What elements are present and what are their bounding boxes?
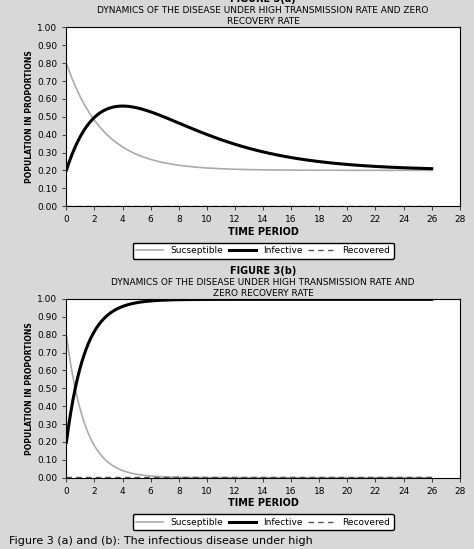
Legend: Sucseptible, Infective, Recovered: Sucseptible, Infective, Recovered xyxy=(133,514,393,530)
Y-axis label: POPULATION IN PROPORTIONS: POPULATION IN PROPORTIONS xyxy=(26,322,35,455)
Y-axis label: POPULATION IN PROPORTIONS: POPULATION IN PROPORTIONS xyxy=(26,51,35,183)
X-axis label: TIME PERIOD: TIME PERIOD xyxy=(228,227,299,237)
Text: FIGURE 3(b): FIGURE 3(b) xyxy=(230,266,296,276)
Legend: Sucseptible, Infective, Recovered: Sucseptible, Infective, Recovered xyxy=(133,243,393,259)
Text: DYNAMICS OF THE DISEASE UNDER HIGH TRANSMISSION RATE AND ZERO
RECOVERY RATE: DYNAMICS OF THE DISEASE UNDER HIGH TRANS… xyxy=(97,6,429,26)
Text: DYNAMICS OF THE DISEASE UNDER HIGH TRANSMISSION RATE AND
ZERO RECOVERY RATE: DYNAMICS OF THE DISEASE UNDER HIGH TRANS… xyxy=(111,278,415,298)
Text: FIGURE 3(a): FIGURE 3(a) xyxy=(230,0,296,4)
X-axis label: TIME PERIOD: TIME PERIOD xyxy=(228,498,299,508)
Text: Figure 3 (a) and (b): The infectious disease under high: Figure 3 (a) and (b): The infectious dis… xyxy=(9,536,313,546)
